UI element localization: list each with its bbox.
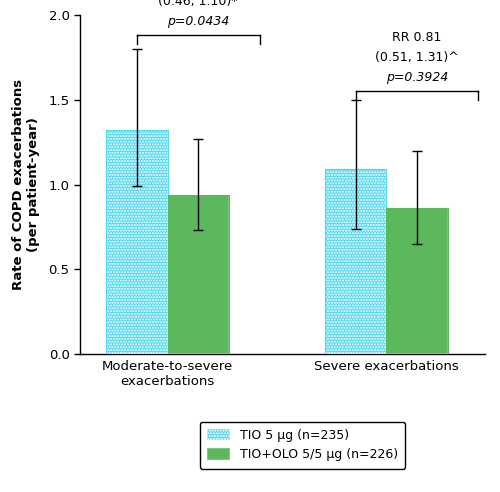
Text: RR 0.81: RR 0.81 bbox=[392, 31, 442, 44]
Y-axis label: Rate of COPD exacerbations
(per patient-year): Rate of COPD exacerbations (per patient-… bbox=[12, 79, 40, 290]
Text: p=0.3924: p=0.3924 bbox=[386, 71, 448, 84]
Bar bbox=[106, 130, 168, 354]
Bar bbox=[168, 195, 229, 354]
Legend: TIO 5 μg (n=235), TIO+OLO 5/5 μg (n=226): TIO 5 μg (n=235), TIO+OLO 5/5 μg (n=226) bbox=[200, 422, 406, 469]
Bar bbox=[386, 208, 448, 354]
Bar bbox=[325, 169, 386, 354]
Bar bbox=[386, 208, 448, 354]
Bar bbox=[325, 169, 386, 354]
Bar bbox=[168, 195, 229, 354]
Text: (0.46, 1.10)*: (0.46, 1.10)* bbox=[158, 0, 238, 8]
Bar bbox=[106, 130, 168, 354]
Text: (0.51, 1.31)^: (0.51, 1.31)^ bbox=[376, 51, 459, 64]
Text: p=0.0434: p=0.0434 bbox=[167, 15, 230, 29]
